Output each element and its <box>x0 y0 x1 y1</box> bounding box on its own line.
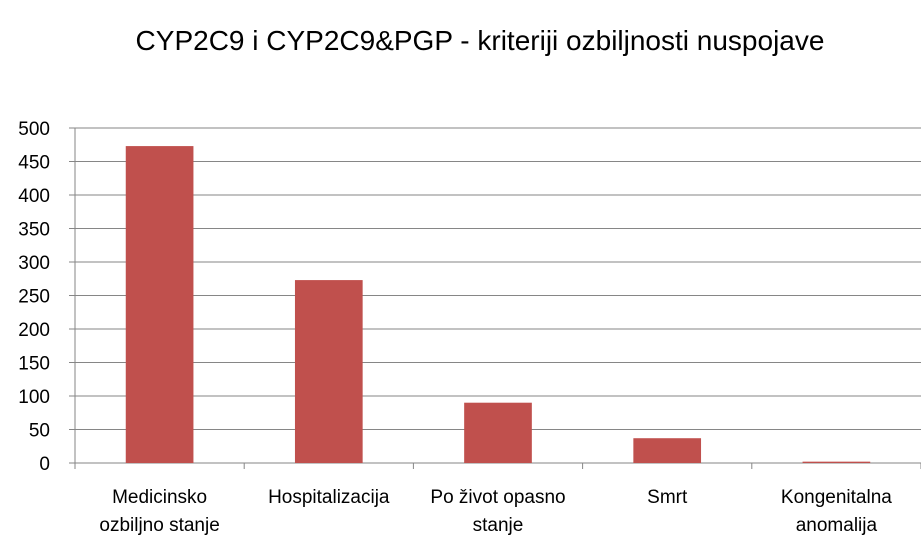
y-tick-label: 150 <box>18 354 50 375</box>
y-tick-label: 200 <box>18 320 50 341</box>
x-tick-label: Po život opasno stanje <box>430 487 565 536</box>
bar <box>802 461 871 463</box>
x-tick-label: Kongenitalna anomalija <box>781 487 892 536</box>
bar <box>464 402 532 463</box>
y-tick-label: 50 <box>29 421 50 442</box>
y-tick-label: 450 <box>18 153 50 174</box>
y-tick-label: 500 <box>18 119 50 140</box>
x-tick-label: Smrt <box>647 487 688 508</box>
y-tick-label: 250 <box>18 287 50 308</box>
bar <box>125 146 194 463</box>
bar <box>633 438 702 463</box>
y-tick-label: 100 <box>18 387 50 408</box>
y-tick-label: 400 <box>18 186 50 207</box>
x-tick-label: Medicinsko ozbiljno stanje <box>99 487 219 536</box>
x-tick-label: Hospitalizacija <box>268 487 390 508</box>
y-tick-label: 300 <box>18 253 50 274</box>
y-tick-label: 0 <box>39 454 50 475</box>
chart-title: CYP2C9 i CYP2C9&PGP - kriteriji ozbiljno… <box>136 25 825 56</box>
y-tick-label: 350 <box>18 220 50 241</box>
bar <box>294 280 363 463</box>
